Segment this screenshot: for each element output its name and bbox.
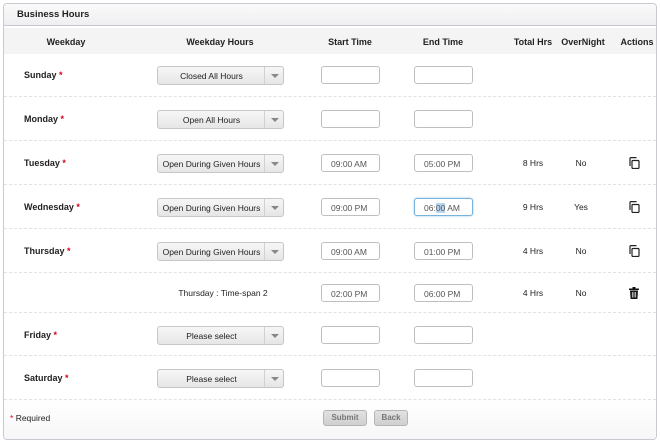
col-weekday-hours: Weekday Hours [186,37,254,47]
back-button[interactable]: Back [374,410,408,426]
start-time-input[interactable]: 09:00 PM [321,198,380,216]
table-row: Wednesday * Open During Given Hours 09:00 … [4,185,656,229]
total-hrs: 9 Hrs [522,202,544,212]
chevron-down-icon [264,111,283,128]
chevron-down-icon [264,326,283,344]
trash-icon[interactable] [629,287,639,301]
start-time-input[interactable] [321,369,380,387]
overnight-value: No [575,246,587,256]
table-row: Saturday * Please select [4,356,656,400]
start-time-input[interactable] [321,110,380,128]
chevron-down-icon [264,370,283,387]
submit-button[interactable]: Submit [323,410,367,426]
weekday-hours-select[interactable]: Open All Hours [157,110,284,129]
col-actions: Actions [620,37,654,47]
end-time-input[interactable] [414,66,473,84]
start-time-input[interactable] [321,66,380,84]
total-hrs: 8 Hrs [522,158,544,168]
weekday-label: Wednesday * [24,202,80,212]
table-row: Friday * Please select [4,313,656,356]
col-start-time: Start Time [328,37,372,47]
weekday-label: Friday * [24,329,58,340]
end-time-input[interactable]: 06:00 PM [414,284,473,302]
overnight-value: No [575,288,587,298]
table-row: Sunday * Closed All Hours [4,53,656,97]
time-span-label: Thursday : Time-span 2 [178,288,268,298]
table-row: Thursday : Time-span 2 02:00 PM 06:00 PM 4 … [4,273,656,313]
col-total-hrs: Total Hrs [513,37,553,47]
copy-icon[interactable] [629,200,640,215]
weekday-hours-select[interactable]: Open During Given Hours [157,198,284,217]
end-time-input[interactable] [414,325,473,344]
required-note: * Required [10,413,51,423]
weekday-hours-select[interactable]: Open During Given Hours [157,154,284,173]
col-weekday: Weekday [46,37,86,47]
end-time-input[interactable]: 01:00 PM [414,242,473,260]
weekday-label: Tuesday * [24,158,66,168]
weekday-label: Thursday * [24,246,71,256]
weekday-hours-select[interactable]: Open During Given Hours [157,242,284,261]
copy-icon[interactable] [629,244,640,259]
col-end-time: End Time [422,37,464,47]
end-time-input[interactable] [414,110,473,128]
start-time-input[interactable]: 09:00 AM [321,154,380,172]
start-time-input[interactable]: 09:00 AM [321,242,380,260]
chevron-down-icon [264,155,283,172]
weekday-label: Monday * [24,114,65,124]
weekday-hours-select[interactable]: Please select [157,369,284,388]
end-time-input[interactable]: 06:00 AM [414,198,473,216]
col-overnight: OverNight [561,37,605,47]
table-row: Thursday * Open During Given Hours 09:00 A… [4,229,656,273]
chevron-down-icon [264,199,283,216]
start-time-input[interactable] [321,325,380,344]
weekday-hours-select[interactable]: Please select [157,325,284,345]
overnight-value: No [575,158,587,168]
panel-title: Business Hours [4,4,656,26]
chevron-down-icon [264,67,283,84]
weekday-label: Sunday * [24,70,63,80]
start-time-input[interactable]: 02:00 PM [321,284,380,302]
footer: * Required Submit Back [4,400,656,439]
end-time-input[interactable] [414,369,473,387]
copy-icon[interactable] [629,156,640,171]
end-time-input[interactable]: 05:00 PM [414,154,473,172]
overnight-value: Yes [574,202,588,212]
weekday-label: Saturday * [24,373,69,383]
weekday-hours-select[interactable]: Closed All Hours [157,66,284,85]
table-row: Tuesday * Open During Given Hours 09:00 AM… [4,141,656,185]
total-hrs: 4 Hrs [522,246,544,256]
table-row: Monday * Open All Hours [4,97,656,141]
business-hours-panel: Business Hours Weekday Weekday Hours Sta… [3,3,657,440]
total-hrs: 4 Hrs [522,288,544,298]
table-header: Weekday Weekday Hours Start Time End Tim… [4,28,656,54]
chevron-down-icon [264,243,283,260]
